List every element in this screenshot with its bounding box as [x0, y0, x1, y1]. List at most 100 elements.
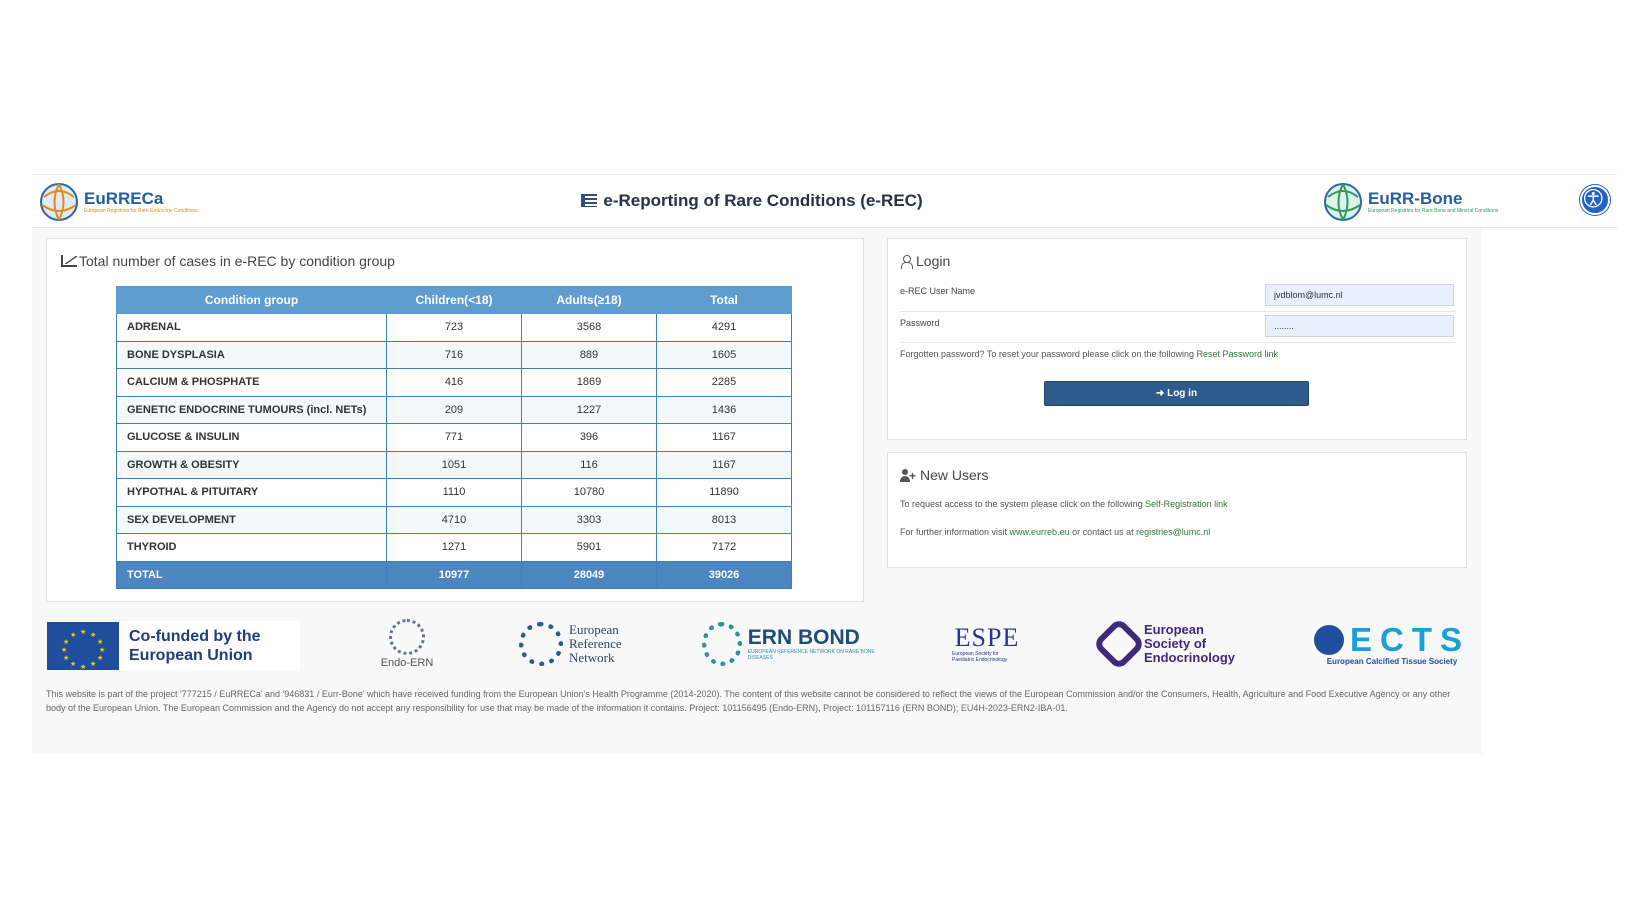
cell-total: 2285	[656, 368, 792, 397]
ern-bond-name: ERN BOND	[747, 626, 860, 649]
eu-text: Co-funded by the European Union	[129, 628, 261, 664]
cell-children: 1271	[386, 533, 522, 562]
table-row: BONE DYSPLASIA 716 889 1605	[116, 340, 792, 369]
column-header: Condition group	[116, 286, 387, 314]
endo-ern-text: Endo-ERN	[380, 657, 434, 669]
table-total-row: TOTAL 10977 28049 39026	[116, 560, 792, 589]
login-heading: Login	[900, 253, 950, 269]
cell-children: 1110	[386, 478, 522, 507]
ern-text: European Reference Network	[569, 622, 622, 665]
stats-title: Total number of cases in e-REC by condit…	[61, 253, 395, 269]
dots-icon	[519, 622, 563, 666]
column-header: Children(<18)	[386, 286, 522, 314]
eurreca-logo[interactable]: EuRRECa European Registries for Rare End…	[38, 179, 198, 225]
cell-condition: TOTAL	[116, 560, 387, 589]
divider	[900, 311, 1456, 312]
table-row: GLUCOSE & INSULIN 771 396 1167	[116, 423, 792, 452]
page: EuRRECa European Registries for Rare End…	[32, 174, 1617, 754]
email-link[interactable]: registries@lumc.nl	[1136, 527, 1211, 537]
ects-logo: ECTS European Calcified Tissue Society	[1314, 615, 1471, 673]
sponsor-logos: ★ ★ ★ ★ ★ ★ ★ ★ ★ ★ ★ ★ Co-funded by the Europea…	[32, 609, 1482, 679]
cell-adults: 396	[521, 423, 657, 452]
reset-password-link[interactable]: Reset Password link	[1196, 349, 1279, 359]
divider	[900, 342, 1456, 343]
stats-panel: Total number of cases in e-REC by condit…	[46, 238, 864, 602]
header-bar: EuRRECa European Registries for Rare End…	[32, 174, 1617, 228]
password-input[interactable]	[1265, 315, 1454, 337]
info-text-2: or contact us at	[1069, 527, 1137, 537]
cell-condition: SEX DEVELOPMENT	[116, 505, 387, 534]
cell-adults: 1227	[521, 395, 657, 424]
endo-ern-logo: Endo-ERN	[372, 615, 442, 673]
cell-children: 723	[386, 313, 522, 342]
dots-icon	[702, 622, 742, 666]
login-button[interactable]: ➜ Log in	[1044, 381, 1309, 406]
info-text-1: For further information visit	[900, 527, 1010, 537]
cell-condition: CALCIUM & PHOSPHATE	[116, 368, 387, 397]
cell-adults: 10780	[521, 478, 657, 507]
cell-condition: HYPOTHAL & PITUITARY	[116, 478, 387, 507]
cases-table: Condition group Children(<18) Adults(≥18…	[116, 286, 792, 589]
eurrbone-sub: European Registries for Rare Bone and Mi…	[1368, 208, 1499, 214]
funding-disclaimer: This website is part of the project '777…	[46, 689, 1451, 713]
website-link[interactable]: www.eurreb.eu	[1009, 527, 1070, 537]
accessibility-button[interactable]	[1580, 185, 1610, 215]
cell-total: 8013	[656, 505, 792, 534]
cell-children: 4710	[386, 505, 522, 534]
app-title: e-Reporting of Rare Conditions (e-REC)	[32, 191, 1472, 211]
cell-total: 1167	[656, 423, 792, 452]
line-chart-icon	[61, 255, 77, 267]
accessibility-icon	[1583, 188, 1603, 208]
column-header: Adults(≥18)	[521, 286, 657, 314]
espe-name: ESPE	[954, 623, 1020, 652]
cell-adults: 1869	[521, 368, 657, 397]
ects-sub: European Calcified Tissue Society	[1326, 656, 1458, 666]
new-users-panel: New Users To request access to the syste…	[887, 452, 1467, 568]
cell-adults: 889	[521, 340, 657, 369]
cell-adults: 116	[521, 450, 657, 479]
cell-adults: 3568	[521, 313, 657, 342]
cell-children: 10977	[386, 560, 522, 589]
cell-total: 1167	[656, 450, 792, 479]
table-row: GENETIC ENDOCRINE TUMOURS (incl. NETs) 2…	[116, 395, 792, 424]
table-row: HYPOTHAL & PITUITARY 1110 10780 11890	[116, 478, 792, 507]
column-header: Total	[656, 286, 792, 314]
espe-logo: ESPE European Society for Paediatric End…	[947, 615, 1027, 673]
cell-total: 1436	[656, 395, 792, 424]
table-row: CALCIUM & PHOSPHATE 416 1869 2285	[116, 368, 792, 397]
ern-logo: European Reference Network	[517, 615, 637, 673]
forgot-password-text: Forgotten password? To reset your passwo…	[900, 349, 1278, 359]
cell-total: 4291	[656, 313, 792, 342]
cell-adults: 5901	[521, 533, 657, 562]
self-registration-link[interactable]: Self-Registration link	[1145, 499, 1228, 509]
username-input[interactable]	[1265, 284, 1454, 306]
password-label: Password	[900, 318, 940, 328]
espe-sub: European Society for Paediatric Endocrin…	[952, 651, 1008, 663]
table-row: SEX DEVELOPMENT 4710 3303 8013	[116, 505, 792, 534]
further-info-text: For further information visit www.eurreb…	[900, 527, 1210, 537]
ects-name: ECTS	[1350, 620, 1471, 658]
cell-condition: ADRENAL	[116, 313, 387, 342]
cell-condition: BONE DYSPLASIA	[116, 340, 387, 369]
table-row: GROWTH & OBESITY 1051 116 1167	[116, 450, 792, 479]
request-text: To request access to the system please c…	[900, 499, 1146, 509]
new-users-title: New Users	[920, 467, 989, 483]
eu-cofunded-logo: ★ ★ ★ ★ ★ ★ ★ ★ ★ ★ ★ ★ Co-funded by the Europea…	[47, 621, 300, 671]
table-row: ADRENAL 723 3568 4291	[116, 313, 792, 342]
cell-condition: GLUCOSE & INSULIN	[116, 423, 387, 452]
globe-icon	[1324, 183, 1362, 221]
eurreca-name: EuRRECa	[84, 189, 164, 208]
username-label: e-REC User Name	[900, 286, 976, 296]
cell-total: 39026	[656, 560, 792, 589]
cell-children: 209	[386, 395, 522, 424]
star-icon	[389, 619, 425, 655]
globe-icon	[40, 183, 78, 221]
forgot-text: Forgotten password? To reset your passwo…	[900, 349, 1197, 359]
user-plus-icon	[900, 468, 916, 482]
table-header-row: Condition group Children(<18) Adults(≥18…	[116, 286, 792, 314]
cell-total: 1605	[656, 340, 792, 369]
eurrbone-logo[interactable]: EuRR-Bone European Registries for Rare B…	[1322, 179, 1498, 225]
login-panel: Login e-REC User Name Password Forgotten…	[887, 238, 1467, 440]
hexagon-icon	[1092, 617, 1146, 671]
table-row: THYROID 1271 5901 7172	[116, 533, 792, 562]
